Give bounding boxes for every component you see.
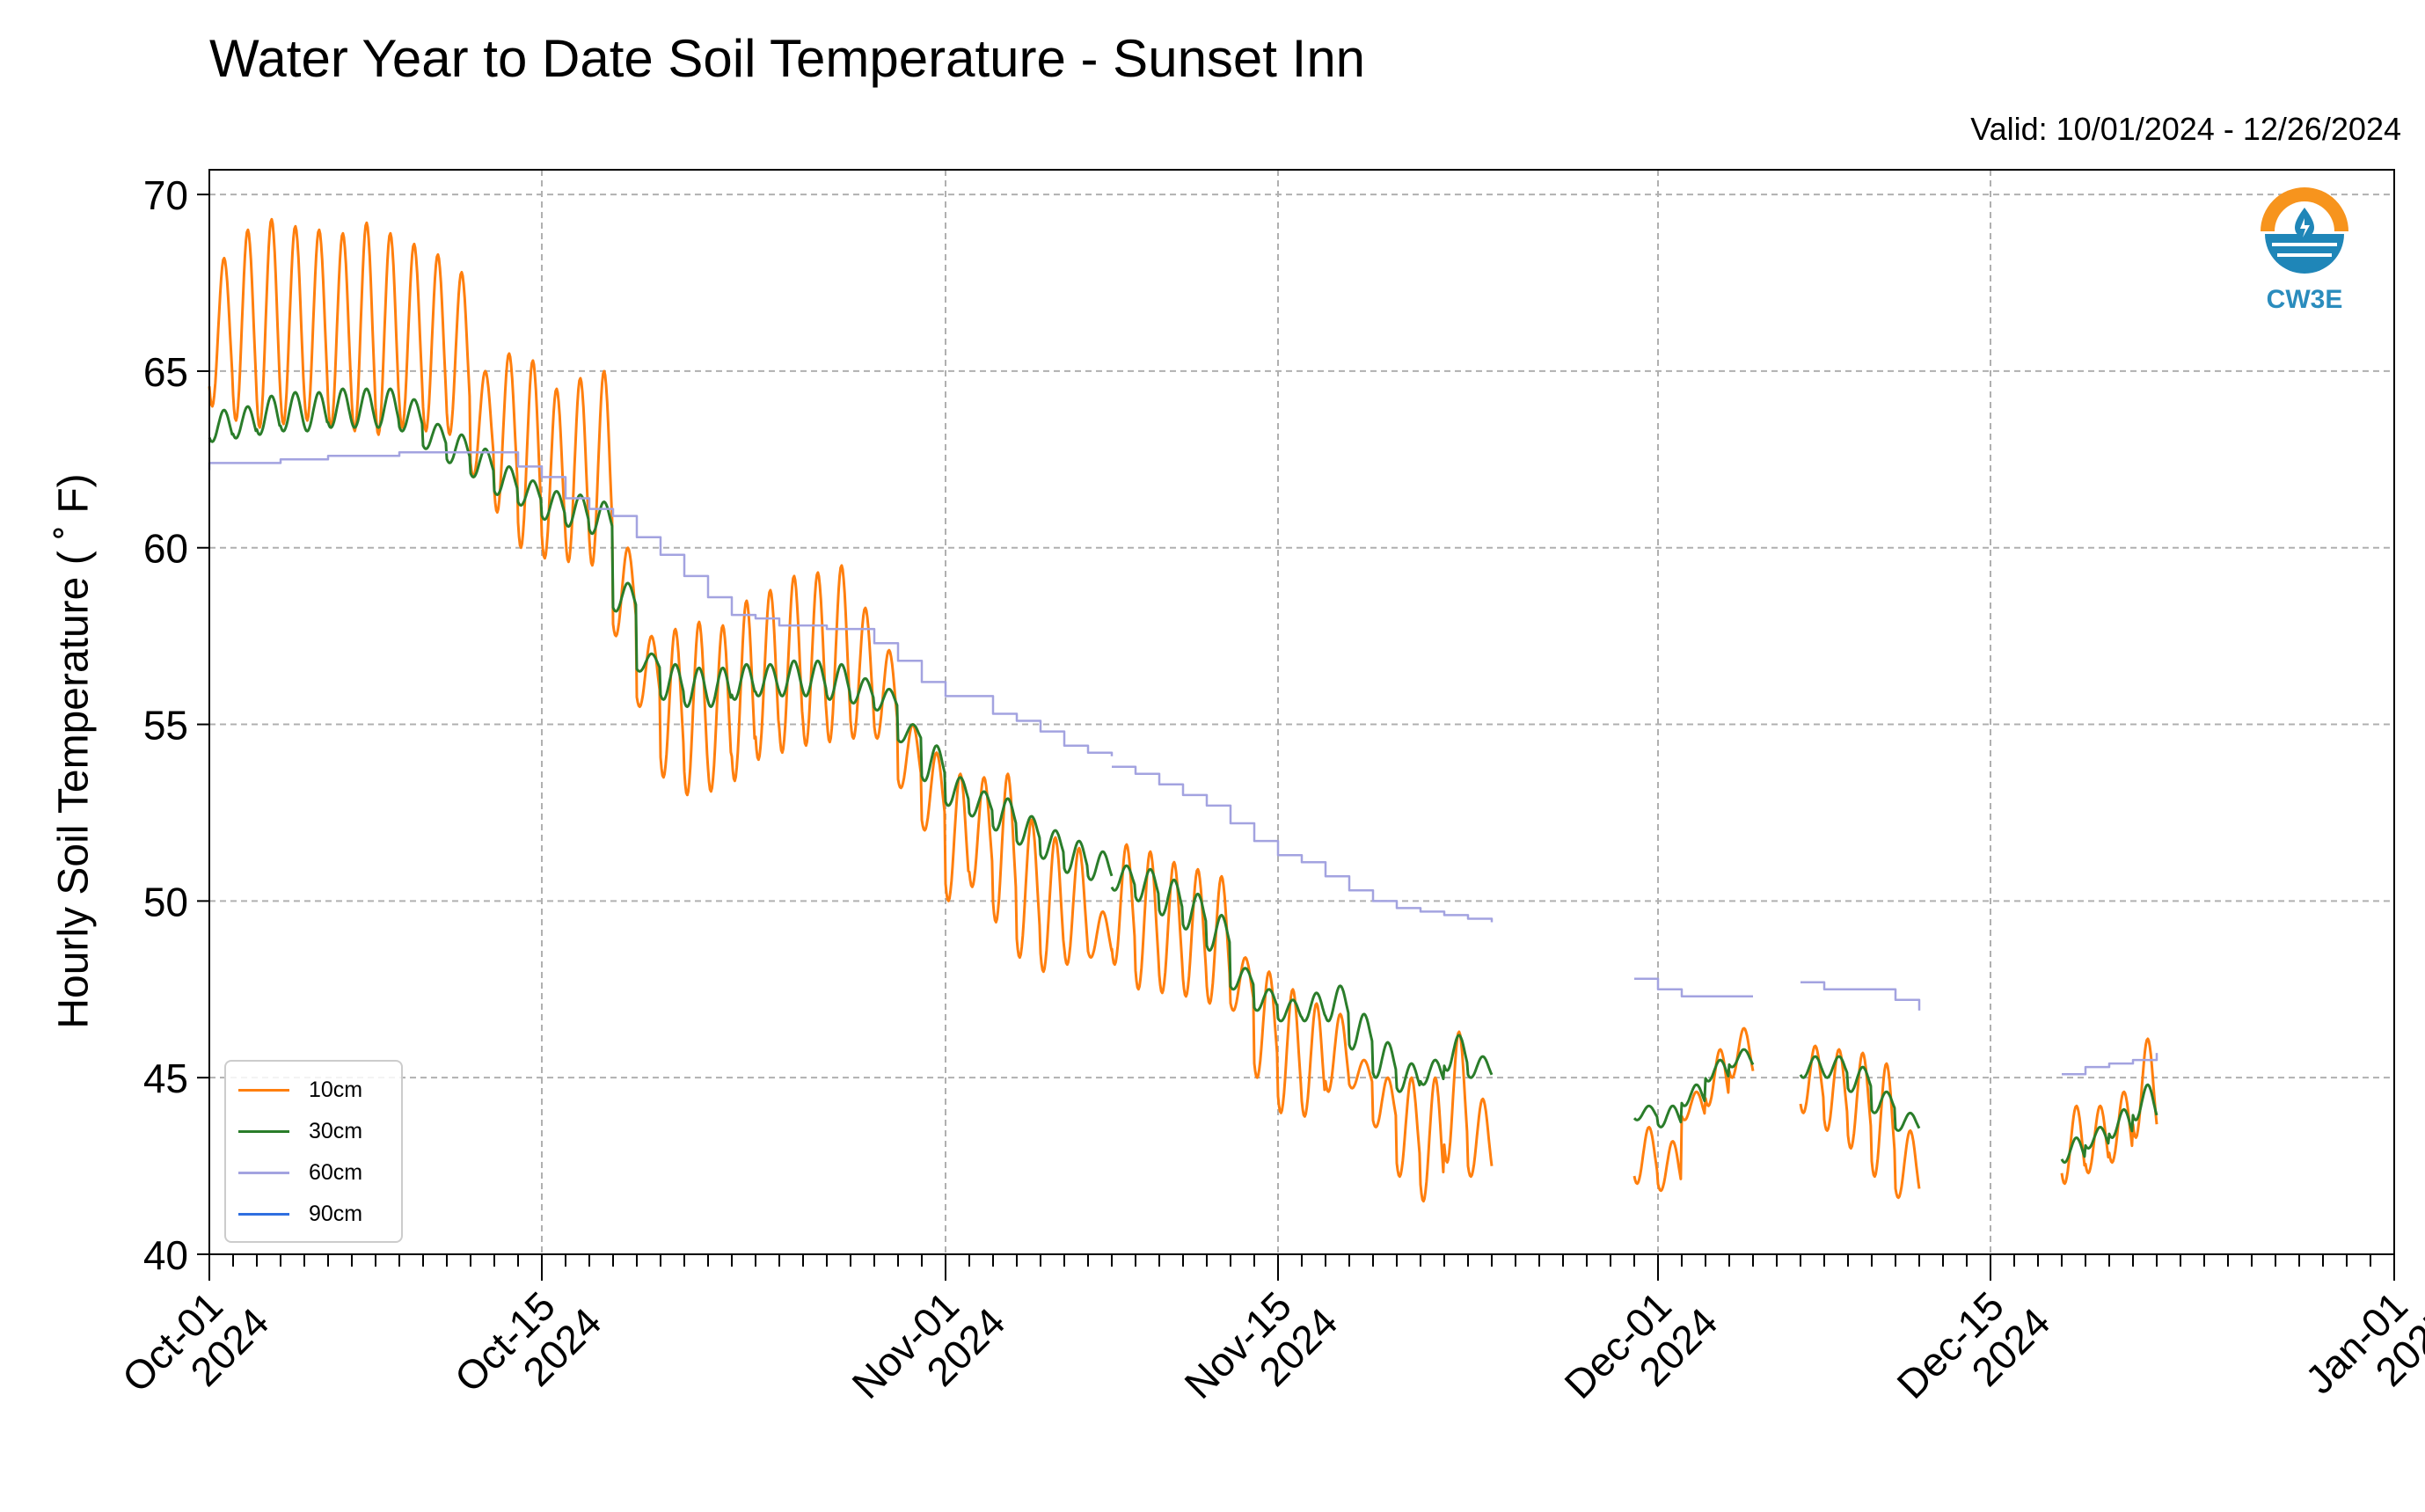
y-axis-label: Hourly Soil Temperature ( ˚ F) — [50, 473, 98, 1029]
y-tick-label-70: 70 — [143, 172, 188, 218]
series-lines — [208, 217, 2158, 1203]
chart-title: Water Year to Date Soil Temperature - Su… — [209, 29, 1366, 88]
series-30cm-segment-0 — [208, 387, 1114, 881]
series-10cm-segment-3 — [1799, 1044, 1921, 1200]
legend-swatch-60cm — [238, 1172, 289, 1174]
series-30cm-segment-4 — [2060, 1083, 2158, 1165]
cw3e-logo-icon — [2261, 187, 2348, 277]
y-tick-label-40: 40 — [143, 1232, 188, 1278]
y-tick-label-50: 50 — [143, 879, 188, 924]
cw3e-logo: CW3E — [2256, 183, 2353, 314]
legend-label-60cm: 60cm — [309, 1160, 363, 1185]
legend-label-10cm: 10cm — [309, 1077, 363, 1102]
series-30cm-segment-3 — [1799, 1055, 1921, 1132]
chart-subtitle: Valid: 10/01/2024 - 12/26/2024 — [1970, 111, 2401, 147]
series-10cm — [208, 217, 2158, 1203]
series-60cm-segment-4 — [2062, 1053, 2158, 1076]
y-tick-label-45: 45 — [143, 1055, 188, 1101]
series-30cm — [208, 387, 2158, 1165]
y-tick-label-55: 55 — [143, 703, 188, 749]
legend-label-30cm: 30cm — [309, 1119, 363, 1143]
legend-swatch-10cm — [238, 1089, 289, 1092]
series-10cm-segment-4 — [2060, 1037, 2158, 1186]
legend-item-90cm: 90cm — [238, 1202, 362, 1227]
series-60cm-segment-1 — [1112, 765, 1494, 923]
series-60cm — [208, 451, 2158, 1076]
series-60cm-segment-3 — [1800, 981, 1921, 1011]
series-10cm-segment-0 — [208, 217, 1114, 974]
series-10cm-segment-1 — [1110, 843, 1494, 1203]
legend-item-60cm: 60cm — [238, 1160, 362, 1186]
y-tick-label-65: 65 — [143, 349, 188, 395]
legend-item-10cm: 10cm — [238, 1077, 362, 1103]
legend: 10cm 30cm 60cm 90cm — [224, 1060, 403, 1243]
legend-swatch-30cm — [238, 1130, 289, 1133]
series-60cm-segment-2 — [1634, 977, 1753, 998]
series-30cm-segment-1 — [1110, 864, 1494, 1093]
legend-item-30cm: 30cm — [238, 1119, 362, 1144]
legend-label-90cm: 90cm — [309, 1202, 363, 1226]
legend-swatch-90cm — [238, 1213, 289, 1216]
series-30cm-segment-2 — [1632, 1048, 1755, 1129]
series-10cm-segment-2 — [1632, 1026, 1755, 1193]
cw3e-logo-text: CW3E — [2266, 285, 2343, 314]
y-tick-label-60: 60 — [143, 526, 188, 572]
series-60cm-segment-0 — [208, 451, 1114, 756]
